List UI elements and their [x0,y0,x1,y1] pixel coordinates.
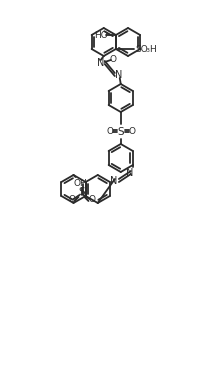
Text: S: S [117,127,123,137]
Text: N: N [110,176,117,186]
Text: S: S [78,187,84,197]
Text: O: O [68,194,75,203]
Text: N: N [114,70,122,80]
Text: HO: HO [94,30,107,40]
Text: OH: OH [73,179,87,188]
Text: O: O [106,127,113,137]
Text: SO: SO [134,45,147,53]
Text: N: N [96,58,104,68]
Text: 3: 3 [145,48,149,52]
Text: O: O [128,127,135,137]
Text: O: O [109,55,116,63]
Text: O: O [88,194,94,203]
Text: N: N [126,168,133,178]
Text: H: H [148,45,155,53]
